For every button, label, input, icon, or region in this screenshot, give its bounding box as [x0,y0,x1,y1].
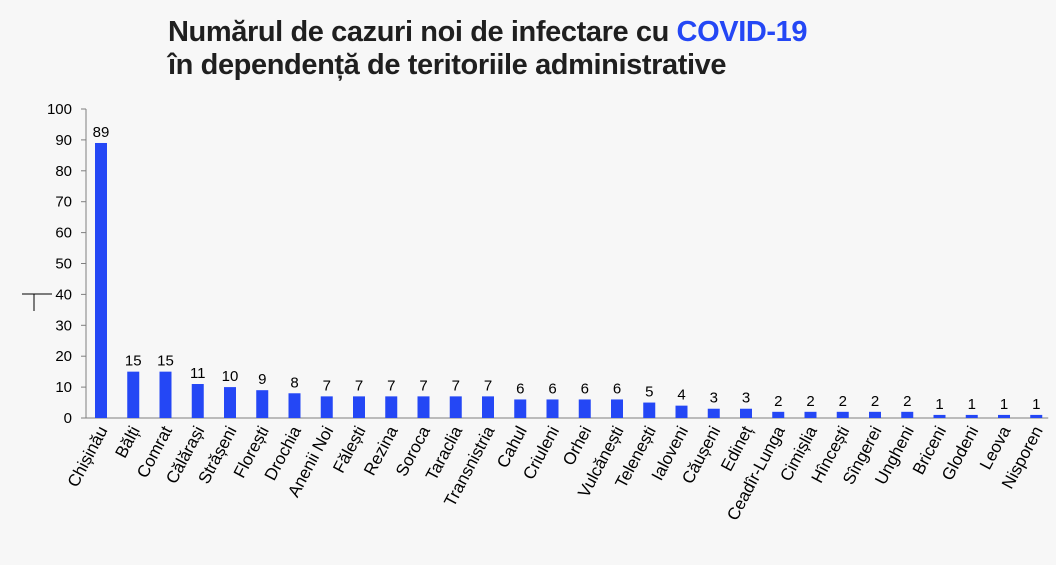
bar [901,411,914,418]
bar [288,393,301,418]
bar [449,396,462,418]
data-label: 7 [387,377,395,394]
data-label: 1 [968,396,976,413]
bar [740,408,752,418]
bar [578,399,591,418]
data-label: 1 [1000,396,1008,413]
y-tick-label: 100 [47,101,72,118]
bar [965,414,978,418]
data-label: 7 [355,377,363,394]
bar [482,396,494,418]
y-tick-label: 80 [55,163,72,180]
data-label: 15 [157,353,174,370]
bar [804,411,817,418]
data-label: 11 [190,365,206,382]
data-label: 2 [839,393,847,410]
data-label: 7 [323,377,331,394]
bar [611,399,623,418]
title-line-1: Numărul de cazuri noi de infectare cu [168,16,677,48]
y-tick-label: 50 [55,256,72,273]
bar [127,371,140,418]
bar [159,371,172,418]
data-label: 2 [806,393,814,410]
data-label: 8 [290,374,298,391]
y-tick-label: 10 [55,379,72,396]
bar [869,411,881,418]
bar [224,387,236,418]
data-label: 6 [516,380,524,397]
bar [643,402,656,418]
chart-title: Numărul de cazuri noi de infectare cu CO… [168,16,808,82]
data-label: 6 [613,380,621,397]
bar [675,405,688,418]
bar [256,390,269,418]
y-tick-label: 30 [55,317,72,334]
category-label: Chișinău [64,423,112,490]
data-label: 3 [742,390,750,407]
bar [546,399,559,418]
bar [933,414,946,418]
data-label: 2 [871,393,879,410]
data-label: 6 [581,380,589,397]
data-label: 10 [222,368,239,385]
data-label: 89 [93,124,110,141]
data-label: 3 [710,390,718,407]
data-label: 6 [548,380,556,397]
bar [1030,414,1043,418]
bar [514,399,527,418]
bar [772,411,785,418]
data-label: 7 [452,377,460,394]
y-tick-label: 40 [55,286,72,303]
y-tick-label: 60 [55,225,72,242]
bar [191,384,204,418]
data-label: 1 [935,396,943,413]
data-label: 7 [484,377,492,394]
bar [385,396,398,418]
bar [836,411,849,418]
data-label: 7 [419,377,427,394]
data-label: 2 [774,393,782,410]
data-label: 1 [1032,396,1040,413]
data-label: 15 [125,353,142,370]
data-label: 9 [258,371,266,388]
bar [417,396,430,418]
bar [95,142,107,419]
bar [320,396,333,418]
category-label: Bălți [111,423,143,461]
y-tick-label: 20 [55,348,72,365]
data-label: 2 [903,393,911,410]
bar [998,414,1010,418]
bar [353,396,365,418]
y-tick-label: 0 [64,410,72,427]
y-tick-label: 90 [55,132,72,149]
data-label: 5 [645,384,653,401]
y-tick-label: 70 [55,194,72,211]
data-label: 4 [677,387,685,404]
bar [707,408,720,418]
title-line-2: în dependență de teritoriile administrat… [168,49,727,81]
title-highlight: COVID-19 [676,16,808,48]
